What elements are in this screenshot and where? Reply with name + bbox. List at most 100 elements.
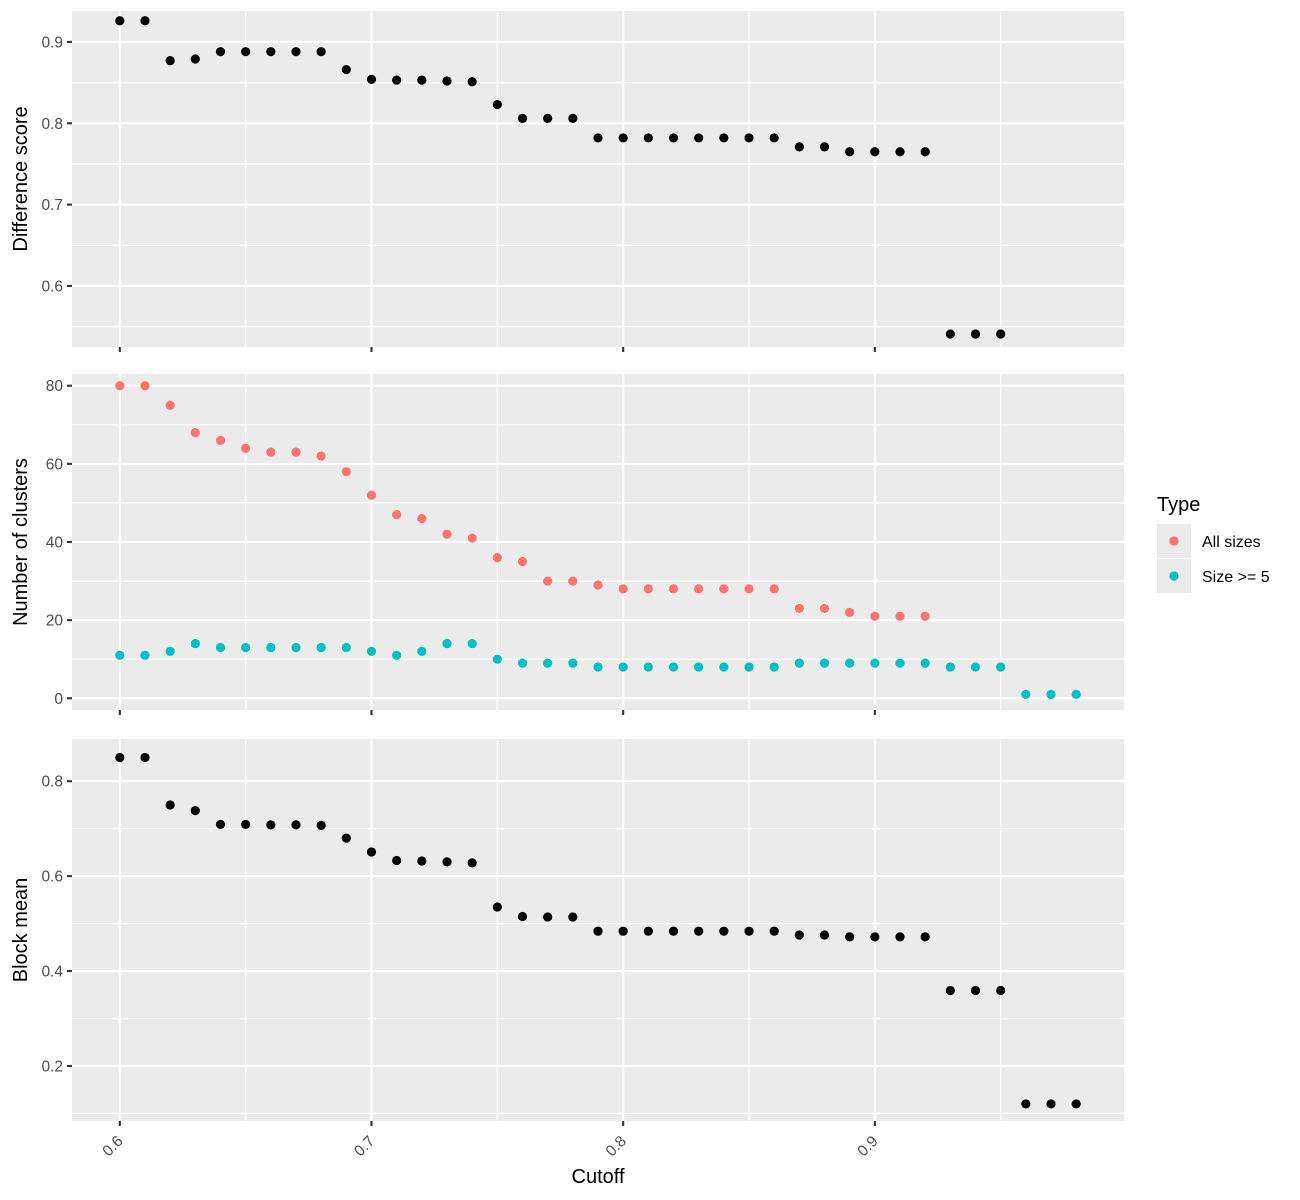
data-point: [996, 329, 1006, 339]
data-point: [543, 576, 553, 586]
data-point: [769, 662, 779, 672]
data-point: [190, 638, 200, 649]
y-tick-label: 0.8: [41, 774, 63, 791]
data-point: [417, 75, 427, 85]
data-point: [593, 662, 603, 672]
y-tick-label: 0.8: [41, 116, 63, 133]
data-point: [719, 662, 729, 672]
data-point: [895, 611, 905, 621]
y-axis-title: Difference score: [10, 106, 32, 251]
data-point: [241, 443, 251, 453]
data-point: [719, 133, 729, 143]
data-point: [115, 650, 125, 660]
data-point: [694, 926, 704, 936]
y-axis-title: Block mean: [10, 878, 32, 983]
data-point: [668, 926, 679, 936]
data-point: [291, 642, 301, 653]
data-point: [719, 584, 729, 594]
x-tick-label: 0.9: [854, 1133, 881, 1160]
data-point: [1021, 1099, 1031, 1109]
data-point: [643, 926, 653, 936]
data-point: [215, 435, 226, 446]
legend-title: Type: [1157, 494, 1200, 516]
data-point: [291, 447, 301, 457]
y-tick-label: 0.6: [41, 869, 63, 886]
data-point: [920, 658, 930, 668]
data-point: [366, 847, 377, 857]
data-point: [115, 752, 125, 763]
data-point: [568, 912, 578, 922]
data-point: [442, 638, 452, 649]
x-axis-title: Cutoff: [572, 1166, 625, 1188]
data-point: [241, 642, 251, 653]
data-point: [794, 603, 804, 614]
data-point: [1071, 1099, 1081, 1109]
x-tick-label: 0.7: [351, 1133, 378, 1160]
data-point: [492, 902, 502, 912]
data-point: [618, 662, 628, 672]
data-point: [517, 113, 528, 123]
legend-label: Size >= 5: [1202, 569, 1270, 586]
data-point: [996, 985, 1006, 996]
data-point: [970, 662, 981, 672]
data-point: [517, 911, 528, 922]
data-point: [316, 451, 326, 461]
data-point: [316, 642, 326, 653]
data-point: [140, 381, 150, 391]
data-point: [1046, 1099, 1056, 1109]
data-point: [467, 638, 477, 649]
data-point: [366, 490, 377, 500]
data-point: [1021, 689, 1031, 699]
data-point: [341, 64, 351, 75]
data-point: [442, 76, 452, 86]
data-point: [115, 381, 125, 391]
data-point: [794, 930, 804, 940]
data-point: [341, 833, 351, 843]
data-point: [140, 16, 150, 26]
data-point: [744, 584, 754, 594]
data-point: [618, 133, 628, 143]
data-point: [543, 912, 553, 922]
data-point: [920, 932, 930, 942]
data-point: [417, 513, 427, 524]
data-point: [442, 529, 452, 539]
data-point: [517, 658, 528, 668]
data-point: [442, 857, 452, 867]
data-point: [794, 142, 804, 152]
data-point: [215, 819, 226, 830]
data-point: [744, 133, 754, 143]
data-point: [115, 16, 125, 26]
data-point: [1046, 689, 1056, 699]
data-point: [165, 56, 175, 66]
x-tick-label: 0.8: [603, 1133, 630, 1160]
data-point: [140, 650, 150, 660]
data-point: [895, 658, 905, 668]
data-point: [568, 113, 578, 123]
y-tick-label: 20: [46, 613, 64, 630]
data-point: [543, 658, 553, 668]
data-point: [618, 584, 628, 594]
data-point: [694, 584, 704, 594]
data-point: [241, 819, 251, 830]
data-point: [467, 77, 477, 87]
data-point: [769, 133, 779, 143]
data-point: [316, 47, 326, 57]
data-point: [568, 576, 578, 586]
data-point: [190, 806, 200, 816]
x-tick-label: 0.6: [99, 1133, 126, 1160]
data-point: [945, 985, 955, 996]
data-point: [618, 926, 628, 936]
data-point: [870, 658, 880, 668]
data-point: [467, 533, 477, 543]
data-point: [794, 658, 804, 668]
data-point: [568, 658, 578, 668]
data-point: [643, 133, 653, 143]
y-tick-label: 0.6: [41, 278, 63, 295]
y-tick-label: 60: [46, 456, 64, 473]
data-point: [165, 646, 175, 656]
data-point: [945, 662, 955, 672]
data-point: [392, 650, 402, 660]
data-point: [970, 329, 981, 339]
data-point: [870, 611, 880, 621]
